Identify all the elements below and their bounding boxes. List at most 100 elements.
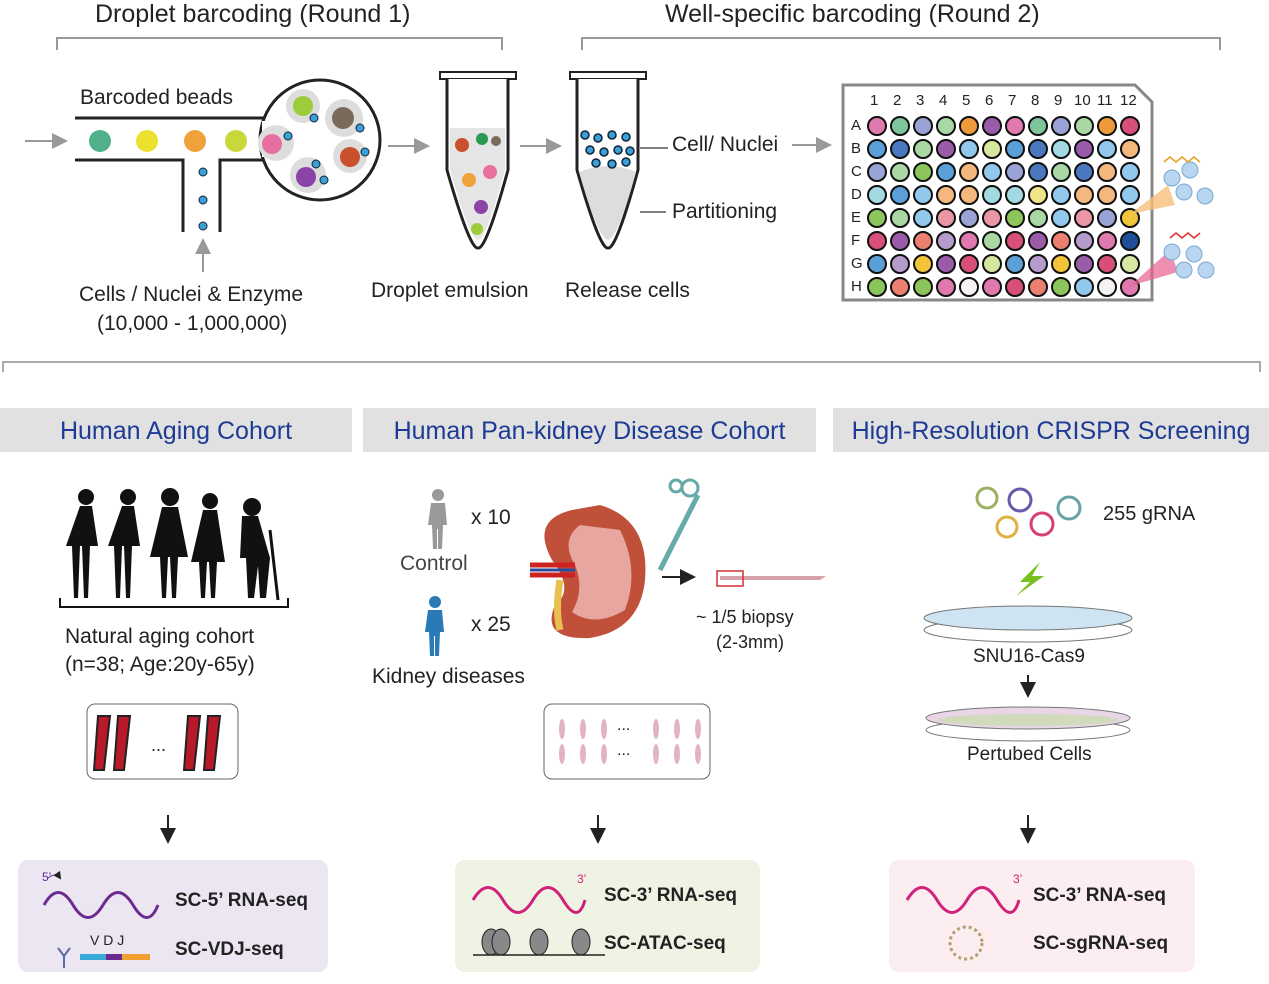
five-prime-label: 5’ [42,870,52,884]
age-bracket [59,598,289,608]
plate-well [1120,185,1140,205]
plate-well [1120,254,1140,274]
tissue-slice [559,719,565,739]
plate-well [1051,185,1071,205]
plate-well [890,116,910,136]
plate-well [913,139,933,159]
plate-well [1120,162,1140,182]
tissue-slice [674,744,680,764]
cells-label: Cells / Nuclei & Enzyme [79,283,304,306]
plate-well [913,162,933,182]
plate-well [1028,208,1048,228]
plate-well [1028,139,1048,159]
aging-silhouettes-icon [66,488,280,601]
plate-well [1097,277,1117,297]
human-control-icon [428,489,447,549]
plate-well [959,116,979,136]
plate-well [1051,277,1071,297]
plate-well [1005,254,1025,274]
plate-well [913,254,933,274]
plate-well [959,208,979,228]
plate-row-label: A [851,117,862,134]
plate-well [1005,116,1025,136]
section-divider [2,361,1261,372]
culture-dish-icon [923,605,1133,643]
plate-well [867,139,887,159]
plate-well [1028,254,1048,274]
tubes-ellipsis: ... [151,735,167,755]
plate-row-label: B [851,140,862,157]
assay-sgrna: SC-sgRNA-seq [1033,933,1169,954]
plate-row-label: E [851,209,862,226]
round2-bracket [581,37,1221,50]
plate-well [1005,162,1025,182]
plate-well [913,116,933,136]
plate-well [913,277,933,297]
assay-sc3-rna: SC-3’ RNA-seq [1033,885,1167,906]
plate-well [982,254,1002,274]
assay-sc3-rna: SC-3’ RNA-seq [604,885,738,906]
assay-atac: SC-ATAC-seq [604,933,726,954]
rna-wave-3-icon [905,886,1021,961]
plate-well [890,231,910,251]
plate-well [1120,116,1140,136]
control-label: Control [400,552,468,575]
plate-well [936,277,956,297]
plate-well [1005,208,1025,228]
plate-well [1097,208,1117,228]
aging-assay-box: 5’ V D J SC-5’ RNA-seq SC-VDJ-seq [18,860,328,972]
plate-well [959,254,979,274]
plate-well [1097,162,1117,182]
plate-well [1120,231,1140,251]
plate-well [867,208,887,228]
plate-well [1051,116,1071,136]
plate-well [867,231,887,251]
release-tube [569,71,668,250]
plate-well [890,185,910,205]
plate-well [936,162,956,182]
plate-well [936,208,956,228]
disease-count: x 25 [471,613,511,636]
plate-well [1097,116,1117,136]
kidney-icon [530,505,646,639]
tissue-slice [674,719,680,739]
plate-column-label: 4 [939,92,948,109]
tissue-slice [653,719,659,739]
plate-well [1074,231,1094,251]
plate-well [936,116,956,136]
cell-nuclei-label: Cell/ Nuclei [672,133,779,156]
grna-label: 255 gRNA [1103,503,1196,525]
assay-sc5-rna: SC-5’ RNA-seq [175,890,309,911]
plate-well [1074,116,1094,136]
plate-well [1005,185,1025,205]
plate-well [913,231,933,251]
plate-well [890,254,910,274]
biopsy-label: ~ 1/5 biopsy [696,607,794,627]
droplet-emulsion-label: Droplet emulsion [371,279,529,302]
perturbed-cells-label: Pertubed Cells [967,744,1092,765]
plate-well [867,185,887,205]
round1-bracket [56,37,503,50]
plate-row-label: D [851,186,862,203]
plate-well [1074,162,1094,182]
plate-well [1005,139,1025,159]
plate-well [867,116,887,136]
tissue-slice [559,744,565,764]
biopsy-needle-icon [657,478,701,572]
plate-column-label: 5 [962,92,971,109]
plate-well [959,162,979,182]
cells-range: (10,000 - 1,000,000) [97,312,288,335]
tissue-slice [695,719,701,739]
plate-well [890,139,910,159]
plate-well [1120,139,1140,159]
plate-column-label: 6 [985,92,994,109]
plate-well [1051,139,1071,159]
plate-column-label: 11 [1097,92,1113,109]
plate-wells [867,116,1140,297]
plate-well [959,231,979,251]
aging-cohort-header: Human Aging Cohort [0,408,352,452]
plate-well [1097,254,1117,274]
plate-well [982,185,1002,205]
tissue-slices-icon [559,719,701,764]
